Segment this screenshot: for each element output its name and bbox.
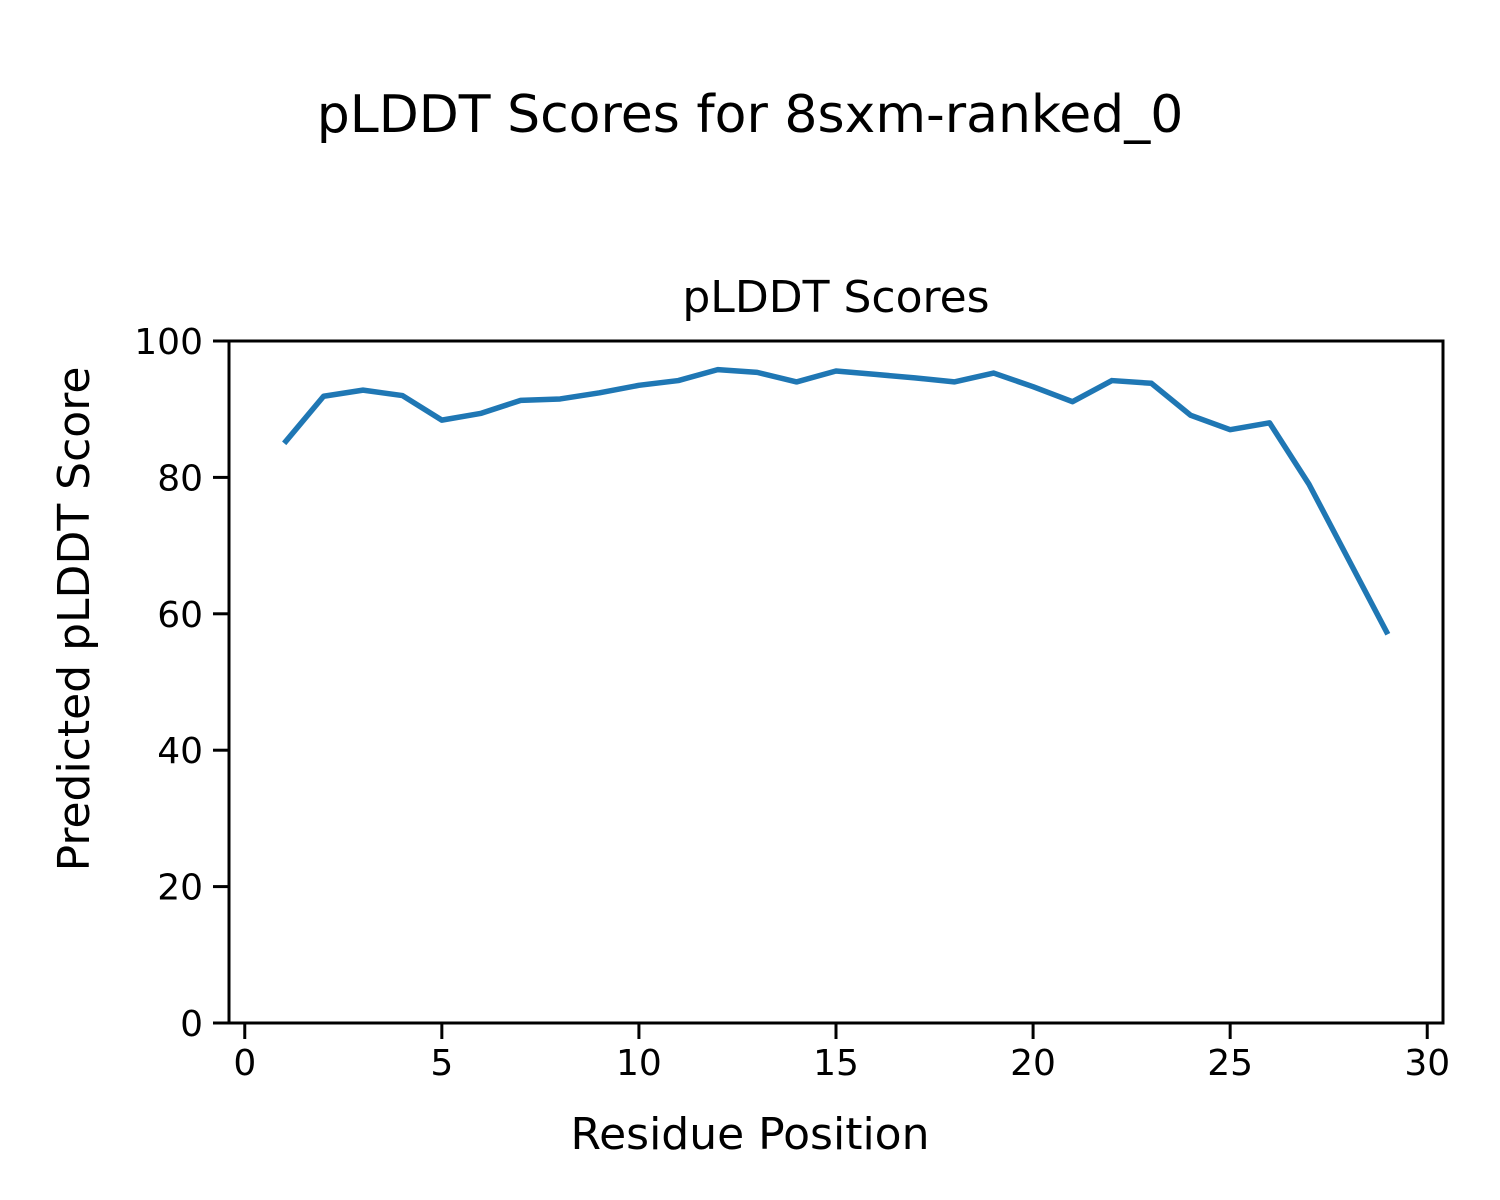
y-tick-label: 20	[157, 868, 203, 909]
x-tick-label: 20	[1010, 1043, 1056, 1084]
x-tick-label: 15	[813, 1043, 859, 1084]
figure-suptitle: pLDDT Scores for 8sxm-ranked_0	[316, 85, 1184, 145]
axis-ticks	[213, 339, 1429, 1039]
x-axis-label: Residue Position	[570, 1109, 930, 1160]
y-tick-label: 0	[180, 1004, 203, 1045]
y-tick-label: 40	[157, 731, 203, 772]
y-tick-label: 100	[134, 322, 203, 363]
x-tick-label: 5	[430, 1043, 453, 1084]
axes-spines	[227, 339, 1445, 1025]
x-tick-label: 25	[1207, 1043, 1253, 1084]
x-tick-label: 30	[1404, 1043, 1450, 1084]
y-tick-label: 60	[157, 595, 203, 636]
plddt-line-series	[282, 366, 1391, 636]
axis-tick-labels: 0 5 10 15 20 25 30 0 20 40 60 80 100	[134, 322, 1450, 1084]
axes-title: pLDDT Scores	[682, 272, 990, 323]
x-tick-label: 10	[616, 1043, 662, 1084]
x-tick-label: 0	[233, 1043, 256, 1084]
y-tick-label: 80	[157, 458, 203, 499]
